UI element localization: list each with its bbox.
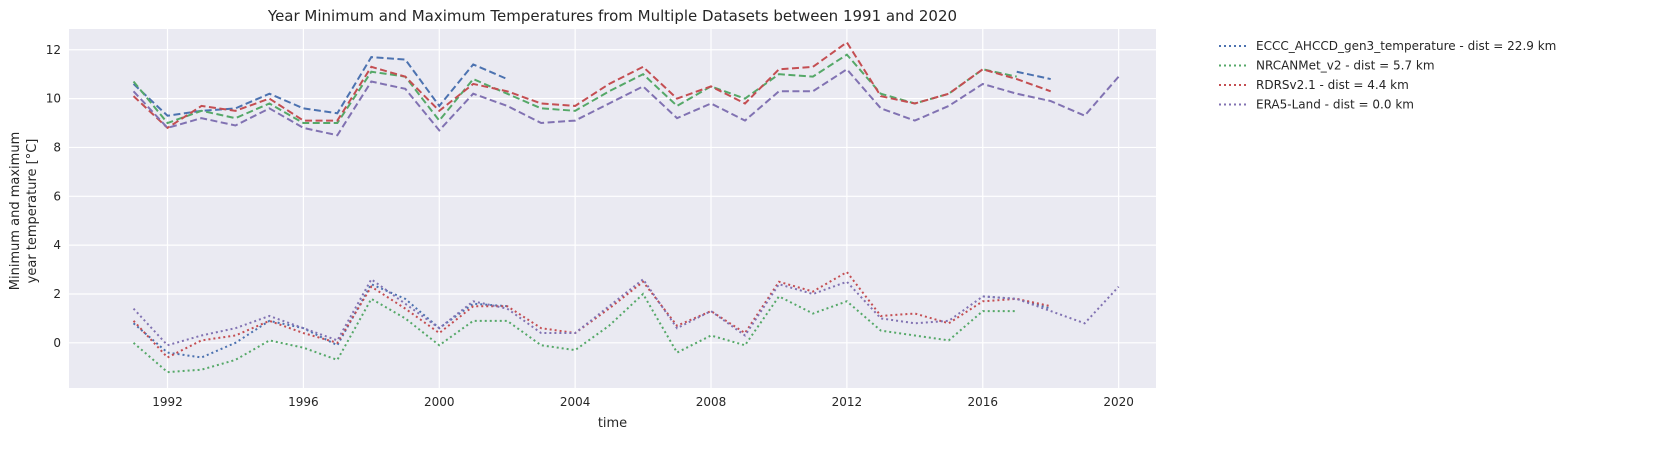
series-1-max-line — [132, 53, 1017, 125]
x-tick-label: 2008 — [696, 395, 727, 409]
legend-label: NRCANMet_v2 - dist = 5.7 km — [1256, 59, 1435, 73]
series-3-min-line — [132, 277, 1120, 347]
series-2-max-line — [132, 40, 1052, 130]
tick-labels: 1992 1996 2000 2004 2008 2012 2016 2020 0 2 4 6 8 10 1… — [46, 43, 1134, 409]
series-1-min-line — [132, 292, 1017, 374]
x-tick-label: 1992 — [152, 395, 183, 409]
y-axis-label-line1: Minimum and maximum — [8, 132, 23, 290]
series-3-max-line — [132, 67, 1120, 137]
x-axis-label: time — [598, 416, 627, 431]
series-layer — [132, 40, 1120, 374]
legend-label: ECCC_AHCCD_gen3_temperature - dist = 22.… — [1256, 39, 1556, 53]
y-tick-label: 0 — [53, 336, 61, 350]
y-tick-label: 10 — [46, 92, 61, 106]
x-tick-label: 2000 — [424, 395, 455, 409]
x-tick-label: 2016 — [967, 395, 998, 409]
x-tick-label: 2012 — [832, 395, 863, 409]
x-tick-label: 2004 — [560, 395, 591, 409]
x-tick-label: 2020 — [1103, 395, 1134, 409]
legend-label: ERA5-Land - dist = 0.0 km — [1256, 98, 1414, 112]
y-axis-label-line2: year temperature [°C] — [25, 139, 40, 284]
y-tick-label: 12 — [46, 43, 61, 57]
y-tick-label: 2 — [53, 287, 61, 301]
series-0-max-line — [132, 56, 1051, 117]
x-tick-label: 1996 — [288, 395, 319, 409]
legend: ECCC_AHCCD_gen3_temperature - dist = 22.… — [1219, 39, 1556, 112]
y-tick-label: 6 — [53, 189, 61, 203]
chart-title: Year Minimum and Maximum Temperatures fr… — [267, 7, 957, 25]
legend-label: RDRSv2.1 - dist = 4.4 km — [1256, 78, 1409, 92]
grid-lines — [69, 29, 1156, 388]
y-tick-label: 8 — [53, 140, 61, 154]
y-tick-label: 4 — [53, 238, 61, 252]
